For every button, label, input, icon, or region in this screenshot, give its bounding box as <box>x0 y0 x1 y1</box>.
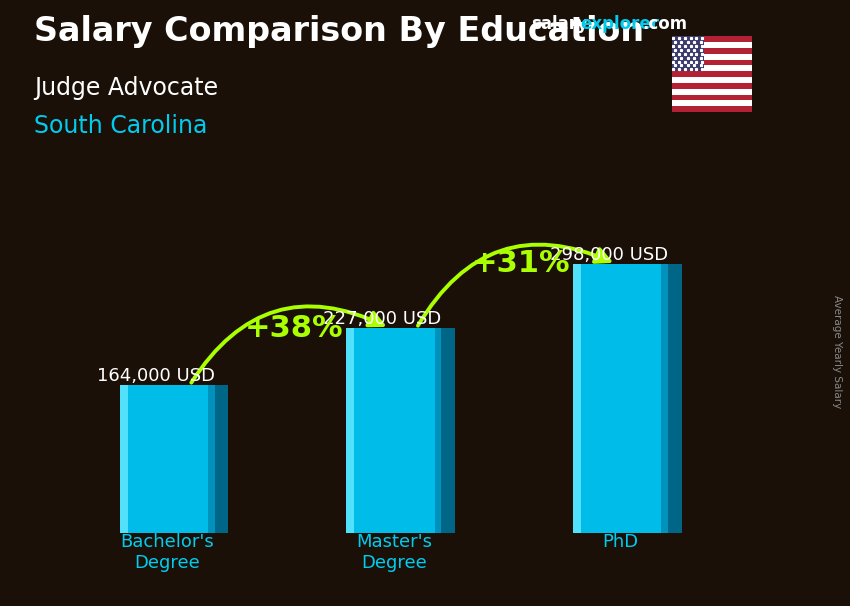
Text: Bachelor's
Degree: Bachelor's Degree <box>121 533 214 572</box>
Polygon shape <box>573 264 668 533</box>
Text: South Carolina: South Carolina <box>34 114 207 138</box>
Polygon shape <box>672 106 752 112</box>
Polygon shape <box>441 328 455 533</box>
Polygon shape <box>672 72 752 77</box>
Polygon shape <box>672 36 704 72</box>
Polygon shape <box>120 385 215 533</box>
Text: +38%: +38% <box>245 313 343 342</box>
Polygon shape <box>672 54 752 59</box>
Text: Judge Advocate: Judge Advocate <box>34 76 218 100</box>
Polygon shape <box>434 328 441 533</box>
Polygon shape <box>120 385 128 533</box>
Text: 298,000 USD: 298,000 USD <box>550 246 668 264</box>
Polygon shape <box>672 42 752 48</box>
Polygon shape <box>672 101 752 106</box>
Text: Salary Comparison By Education: Salary Comparison By Education <box>34 15 644 48</box>
Polygon shape <box>672 36 752 42</box>
Text: PhD: PhD <box>603 533 638 551</box>
Polygon shape <box>672 83 752 89</box>
Polygon shape <box>672 59 752 65</box>
Polygon shape <box>672 48 752 54</box>
Text: explorer: explorer <box>581 15 660 33</box>
Text: 164,000 USD: 164,000 USD <box>97 367 215 385</box>
Text: Master's
Degree: Master's Degree <box>356 533 432 572</box>
Text: .com: .com <box>643 15 688 33</box>
Polygon shape <box>672 95 752 101</box>
Polygon shape <box>672 65 752 72</box>
Text: +31%: +31% <box>472 250 570 278</box>
Polygon shape <box>661 264 668 533</box>
Text: 227,000 USD: 227,000 USD <box>323 310 442 328</box>
Polygon shape <box>346 328 354 533</box>
Polygon shape <box>208 385 215 533</box>
Polygon shape <box>573 264 581 533</box>
Text: Average Yearly Salary: Average Yearly Salary <box>832 295 842 408</box>
Polygon shape <box>668 264 682 533</box>
Text: salary: salary <box>531 15 588 33</box>
Polygon shape <box>672 77 752 83</box>
Polygon shape <box>215 385 229 533</box>
Polygon shape <box>672 89 752 95</box>
Polygon shape <box>346 328 441 533</box>
